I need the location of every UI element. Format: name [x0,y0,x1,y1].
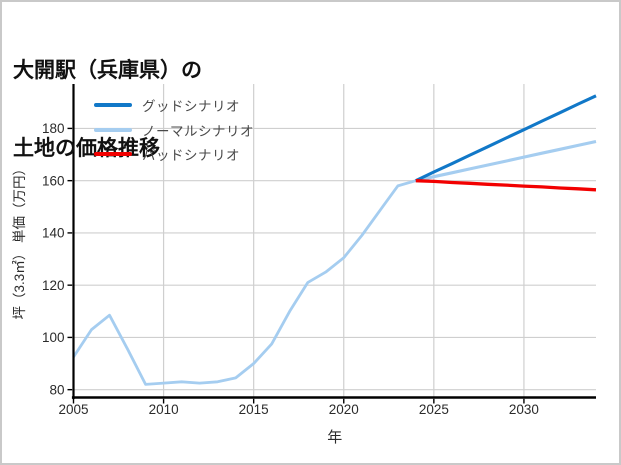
x-tick-label: 2025 [419,402,449,417]
legend-item-bad: バッドシナリオ [94,142,254,167]
y-tick-label: 180 [42,121,65,136]
x-tick-label: 2005 [58,402,88,417]
x-tick-label: 2015 [239,402,269,417]
y-axis-title: 坪（3.3㎡） 単価（万円） [12,162,27,320]
series-line-bad [415,179,597,192]
y-tick-label: 80 [49,382,64,397]
legend-swatch-good [94,103,132,108]
y-tick-label: 100 [42,330,65,345]
legend-label-normal: ノーマルシナリオ [142,123,254,139]
y-tick-label: 140 [42,226,65,241]
legend-swatch-normal [94,127,132,132]
y-tick-label: 120 [42,278,65,293]
series-line-history [72,179,417,386]
chart-title-line1: 大開駅（兵庫県）の [13,59,202,82]
legend: グッドシナリオ ノーマルシナリオ バッドシナリオ [94,93,254,167]
x-tick-label: 2010 [149,402,179,417]
series-line-good [415,94,597,183]
series-line-normal [415,139,597,183]
x-tick-label: 2030 [509,402,539,417]
legend-item-normal: ノーマルシナリオ [94,118,254,143]
x-tick-label: 2020 [329,402,359,417]
legend-swatch-bad [94,152,132,157]
legend-label-bad: バッドシナリオ [142,148,240,164]
x-axis-title: 年 [327,429,342,446]
legend-label-good: グッドシナリオ [142,99,240,115]
y-tick-label: 160 [42,173,65,188]
legend-item-good: グッドシナリオ [94,93,254,118]
